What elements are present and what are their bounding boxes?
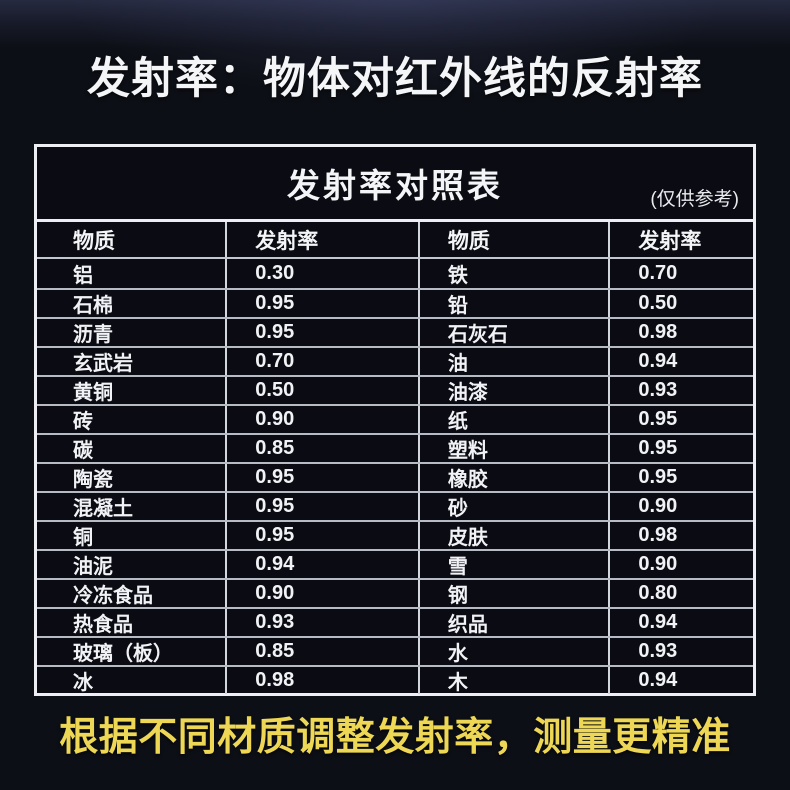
emissivity-value-cell: 0.90 xyxy=(225,406,418,433)
emissivity-value-cell: 0.95 xyxy=(225,522,418,549)
material-cell: 橡胶 xyxy=(417,464,608,491)
emissivity-value-cell: 0.93 xyxy=(608,638,753,665)
table-row: 玻璃（板） 0.85 水 0.93 xyxy=(37,636,753,665)
footer-note: 根据不同材质调整发射率，测量更精准 xyxy=(59,716,731,759)
material-cell: 油漆 xyxy=(417,377,608,404)
emissivity-value-cell: 0.94 xyxy=(225,551,418,578)
material-cell: 黄铜 xyxy=(73,382,113,404)
table-title-row: 发射率对照表 (仅供参考) xyxy=(37,147,753,219)
emissivity-value-cell: 0.70 xyxy=(225,348,418,375)
emissivity-table: 发射率对照表 (仅供参考) 物质 发射率 物质 发射率 铝 0.30 铁 0.70 石棉… xyxy=(34,144,756,696)
material-cell: 热食品 xyxy=(73,614,133,636)
emissivity-value-cell: 0.90 xyxy=(608,493,753,520)
emissivity-value-cell: 0.50 xyxy=(608,290,753,317)
material-cell: 纸 xyxy=(417,406,608,433)
emissivity-value-cell: 0.95 xyxy=(225,464,418,491)
table-row: 铜 0.95 皮肤 0.98 xyxy=(37,520,753,549)
material-cell: 砂 xyxy=(417,493,608,520)
column-header-material-2: 物质 xyxy=(417,222,608,257)
emissivity-value-cell: 0.70 xyxy=(608,259,753,288)
emissivity-value-cell: 0.95 xyxy=(608,406,753,433)
emissivity-value-cell: 0.95 xyxy=(225,319,418,346)
material-cell: 油 xyxy=(417,348,608,375)
material-cell: 碳 xyxy=(73,440,93,462)
material-cell: 铅 xyxy=(417,290,608,317)
material-cell: 铜 xyxy=(73,527,93,549)
emissivity-value-cell: 0.93 xyxy=(608,377,753,404)
table-row: 铝 0.30 铁 0.70 xyxy=(37,259,753,288)
emissivity-value-cell: 0.94 xyxy=(608,609,753,636)
emissivity-value-cell: 0.98 xyxy=(608,319,753,346)
table-row: 陶瓷 0.95 橡胶 0.95 xyxy=(37,462,753,491)
material-cell: 铁 xyxy=(417,259,608,288)
material-cell: 钢 xyxy=(417,580,608,607)
emissivity-value-cell: 0.80 xyxy=(608,580,753,607)
table-row: 砖 0.90 纸 0.95 xyxy=(37,404,753,433)
emissivity-value-cell: 0.85 xyxy=(225,435,418,462)
emissivity-value-cell: 0.94 xyxy=(608,348,753,375)
material-cell: 冰 xyxy=(73,672,93,694)
material-cell: 砖 xyxy=(73,411,93,433)
material-cell: 织品 xyxy=(417,609,608,636)
table-title: 发射率对照表 xyxy=(287,167,503,204)
material-cell: 木 xyxy=(417,667,608,694)
table-row: 玄武岩 0.70 油 0.94 xyxy=(37,346,753,375)
emissivity-value-cell: 0.98 xyxy=(225,667,418,694)
table-row: 热食品 0.93 织品 0.94 xyxy=(37,607,753,636)
table-row: 油泥 0.94 雪 0.90 xyxy=(37,549,753,578)
emissivity-value-cell: 0.90 xyxy=(608,551,753,578)
material-cell: 玄武岩 xyxy=(73,353,133,375)
table-row: 冰 0.98 木 0.94 xyxy=(37,665,753,694)
emissivity-value-cell: 0.85 xyxy=(225,638,418,665)
material-cell: 油泥 xyxy=(73,556,113,578)
emissivity-value-cell: 0.30 xyxy=(225,259,418,288)
material-cell: 皮肤 xyxy=(417,522,608,549)
material-cell: 沥青 xyxy=(73,324,113,346)
table-header-row: 物质 发射率 物质 发射率 xyxy=(37,219,753,259)
material-cell: 混凝土 xyxy=(73,498,133,520)
material-cell: 塑料 xyxy=(417,435,608,462)
material-cell: 铝 xyxy=(73,265,93,287)
material-cell: 石棉 xyxy=(73,295,113,317)
column-header-emissivity-1: 发射率 xyxy=(225,222,418,257)
reference-note: (仅供参考) xyxy=(650,189,739,210)
table-row: 冷冻食品 0.90 钢 0.80 xyxy=(37,578,753,607)
column-header-emissivity-2: 发射率 xyxy=(608,222,753,257)
page-title: 发射率：物体对红外线的反射率 xyxy=(87,55,703,103)
emissivity-value-cell: 0.90 xyxy=(225,580,418,607)
emissivity-value-cell: 0.95 xyxy=(225,290,418,317)
material-cell: 冷冻食品 xyxy=(73,585,153,607)
emissivity-value-cell: 0.98 xyxy=(608,522,753,549)
material-cell: 玻璃（板） xyxy=(73,643,173,665)
emissivity-table-rows: 铝 0.30 铁 0.70 石棉 0.95 铅 0.50 沥青 0.95 石灰石 0.98 玄武岩 0.7… xyxy=(37,259,753,694)
table-row: 碳 0.85 塑料 0.95 xyxy=(37,433,753,462)
material-cell: 石灰石 xyxy=(417,319,608,346)
table-row: 沥青 0.95 石灰石 0.98 xyxy=(37,317,753,346)
material-cell: 雪 xyxy=(417,551,608,578)
emissivity-value-cell: 0.95 xyxy=(608,464,753,491)
emissivity-value-cell: 0.50 xyxy=(225,377,418,404)
table-row: 石棉 0.95 铅 0.50 xyxy=(37,288,753,317)
emissivity-value-cell: 0.95 xyxy=(225,493,418,520)
material-cell: 陶瓷 xyxy=(73,469,113,491)
emissivity-value-cell: 0.94 xyxy=(608,667,753,694)
column-header-material-1: 物质 xyxy=(73,229,115,253)
material-cell: 水 xyxy=(417,638,608,665)
emissivity-value-cell: 0.95 xyxy=(608,435,753,462)
table-row: 混凝土 0.95 砂 0.90 xyxy=(37,491,753,520)
emissivity-value-cell: 0.93 xyxy=(225,609,418,636)
table-row: 黄铜 0.50 油漆 0.93 xyxy=(37,375,753,404)
